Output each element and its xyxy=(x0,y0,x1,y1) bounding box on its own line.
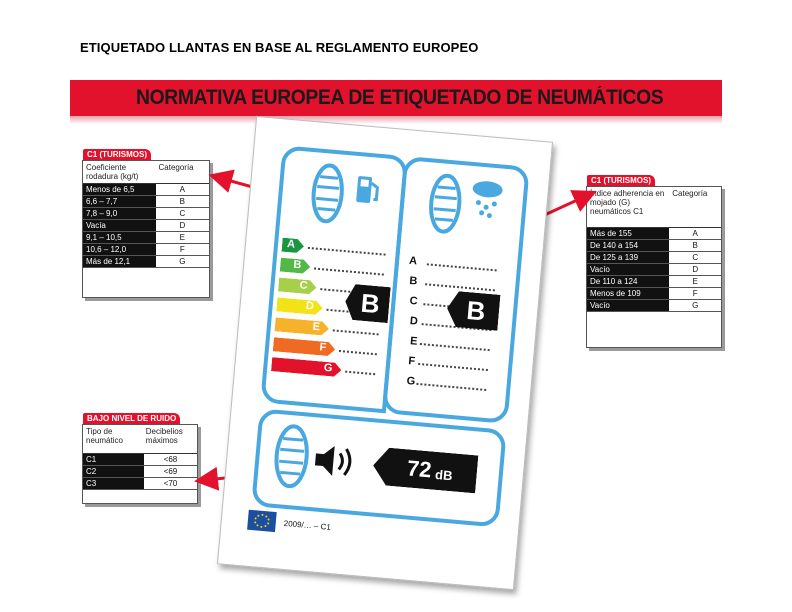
wet-table-row: Más de 155 A xyxy=(587,228,721,240)
banner-title: NORMATIVA EUROPEA DE ETIQUETADO DE NEUMÁ… xyxy=(136,86,664,109)
fuel-table-row: Más de 12,1 G xyxy=(83,256,209,268)
fuel-band-letter: E xyxy=(312,320,321,334)
noise-table-header: Tipo de neumático Decibelios máximos xyxy=(83,425,197,454)
fuel-table-value: 9,1 – 10,5 xyxy=(83,232,156,243)
noise-table-tab: BAJO NIVEL DE RUIDO xyxy=(83,413,181,424)
wet-table-value: De 140 a 154 xyxy=(587,240,670,251)
fuel-table-value: Menos de 6,5 xyxy=(83,184,156,195)
fuel-table-value: 10,6 – 12,0 xyxy=(83,244,156,255)
wet-table-category: G xyxy=(669,300,721,311)
fuel-table-category: G xyxy=(155,256,209,267)
fuel-table-category: C xyxy=(155,208,209,219)
fuel-table-row: 9,1 – 10,5 E xyxy=(83,232,209,244)
wet-table-category: F xyxy=(669,288,721,299)
wet-tyre-icon xyxy=(426,172,465,235)
fuel-band-letter: A xyxy=(286,238,296,251)
noise-table-value: C1 xyxy=(83,454,144,465)
wet-table-row: Vacío G xyxy=(587,300,721,312)
wet-table-value: De 110 a 124 xyxy=(587,276,670,287)
fuel-pump-icon xyxy=(354,172,383,206)
wet-grade-letter: B xyxy=(465,294,487,327)
wet-table-tab: C1 (TURISMOS) xyxy=(587,175,655,186)
fuel-tyre-icon xyxy=(308,162,347,225)
banner-shadow xyxy=(70,116,722,124)
wet-table-value: Vacío xyxy=(587,264,670,275)
eu-flag-icon xyxy=(247,509,277,533)
noise-col-type: Tipo de neumático xyxy=(86,427,123,445)
noise-table: BAJO NIVEL DE RUIDO Tipo de neumático De… xyxy=(82,413,198,504)
wet-grip-table: C1 (TURISMOS) Índice adherencia en mojad… xyxy=(586,175,722,348)
fuel-efficiency-table: C1 (TURISMOS) Coeficiente rodadura (kg/t… xyxy=(82,149,210,298)
wet-table-category: A xyxy=(669,228,721,239)
wet-table-category: E xyxy=(669,276,721,287)
fuel-band-letter: F xyxy=(318,341,327,354)
fuel-table-header: Coeficiente rodadura (kg/t) Categoría xyxy=(83,161,209,184)
fuel-band-letter: G xyxy=(323,361,333,375)
wet-letter-b: B xyxy=(408,274,418,288)
fuel-table-row: 6,6 – 7,7 B xyxy=(83,196,209,208)
wet-table-category: B xyxy=(669,240,721,251)
wet-table-row: Menos de 109 F xyxy=(587,288,721,300)
wet-table-value: Menos de 109 xyxy=(587,288,670,299)
wet-letter-a: A xyxy=(408,254,418,268)
fuel-table-category: A xyxy=(155,184,209,195)
fuel-table-category: E xyxy=(155,232,209,243)
wet-letter-c: C xyxy=(409,294,419,308)
fuel-col-coefficient: Coeficiente rodadura (kg/t) xyxy=(86,163,139,181)
fuel-table-value: 7,8 – 9,0 xyxy=(83,208,156,219)
noise-tyre-icon xyxy=(271,422,313,491)
fuel-table-category: F xyxy=(155,244,209,255)
fuel-band-letter: B xyxy=(292,258,302,272)
wet-col-index: Índice adherencia en mojado (G) neumátic… xyxy=(590,189,665,216)
fuel-grade-letter: B xyxy=(359,287,381,319)
noise-col-decibels: Decibelios máximos xyxy=(145,427,183,445)
fuel-band-letter: D xyxy=(305,299,315,313)
noise-table-category: <69 xyxy=(143,466,197,477)
fuel-table-category: B xyxy=(155,196,209,207)
fuel-table-row: 10,6 – 12,0 F xyxy=(83,244,209,256)
wet-letter-g: G xyxy=(406,375,416,388)
noise-table-row: C1 <68 xyxy=(83,454,197,466)
wet-table-row: Vacío D xyxy=(587,264,721,276)
wet-table-row: De 110 a 124 E xyxy=(587,276,721,288)
fuel-band-letter: C xyxy=(299,279,309,292)
fuel-table-value: Vacía xyxy=(83,220,156,231)
fuel-table-row: Vacía D xyxy=(83,220,209,232)
noise-table-category: <70 xyxy=(143,478,197,489)
noise-table-category: <68 xyxy=(143,454,197,465)
fuel-col-category: Categoría xyxy=(158,163,194,172)
noise-table-value: C3 xyxy=(83,478,144,489)
wet-table-row: De 125 a 139 C xyxy=(587,252,721,264)
fuel-table-row: Menos de 6,5 A xyxy=(83,184,209,196)
wet-table-value: De 125 a 139 xyxy=(587,252,670,263)
wet-letter-d: D xyxy=(409,315,419,328)
title-banner xyxy=(70,80,722,116)
rain-cloud-icon xyxy=(467,178,506,221)
fuel-table-category: D xyxy=(155,220,209,231)
wet-table-category: C xyxy=(669,252,721,263)
wet-letter-e: E xyxy=(409,335,418,348)
noise-table-value: C2 xyxy=(83,466,144,477)
wet-table-value: Más de 155 xyxy=(587,228,670,239)
speaker-icon xyxy=(312,441,361,481)
wet-col-category: Categoría xyxy=(672,189,708,198)
noise-value: 72 xyxy=(406,455,433,483)
page-title: ETIQUETADO LLANTAS EN BASE AL REGLAMENTO… xyxy=(80,40,479,55)
fuel-table-value: Más de 12,1 xyxy=(83,256,156,267)
regulation-footer: 2009/… – C1 xyxy=(283,518,332,532)
wet-table-header: Índice adherencia en mojado (G) neumátic… xyxy=(587,187,721,228)
noise-table-row: C3 <70 xyxy=(83,478,197,490)
wet-table-row: De 140 a 154 B xyxy=(587,240,721,252)
fuel-table-value: 6,6 – 7,7 xyxy=(83,196,156,207)
wet-table-category: D xyxy=(669,264,721,275)
fuel-table-tab: C1 (TURISMOS) xyxy=(83,149,151,160)
wet-table-value: Vacío xyxy=(587,300,670,311)
wet-letter-f: F xyxy=(407,355,416,368)
noise-table-row: C2 <69 xyxy=(83,466,197,478)
fuel-table-row: 7,8 – 9,0 C xyxy=(83,208,209,220)
noise-unit: dB xyxy=(434,466,454,483)
